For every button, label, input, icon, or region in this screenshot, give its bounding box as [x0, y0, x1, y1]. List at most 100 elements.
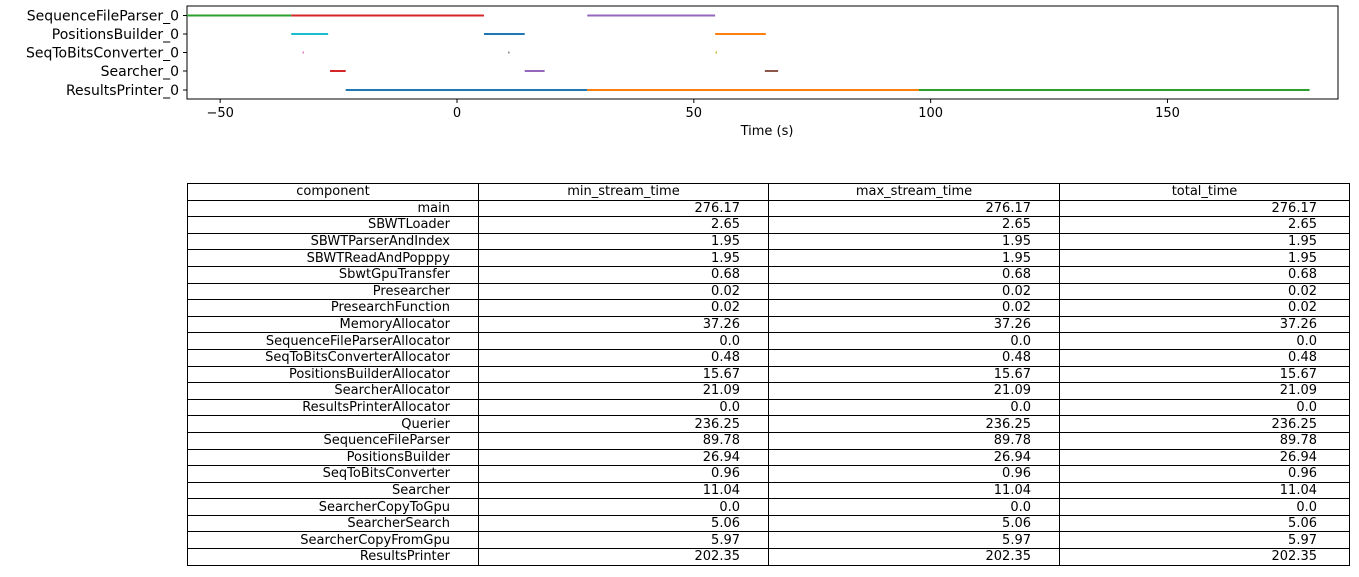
max-stream-time-cell: 202.35	[768, 548, 1060, 566]
total-time-cell: 0.02	[1059, 282, 1350, 301]
table-row: SeqToBitsConverterAllocator 0.48 0.48 0.48	[187, 348, 1350, 367]
max-stream-time-cell: 37.26	[768, 315, 1060, 334]
table-row: SequenceFileParserAllocator 0.0 0.0 0.0	[187, 332, 1350, 350]
table-row: ResultsPrinterAllocator 0.0 0.0 0.0	[187, 398, 1350, 417]
component-cell: SequenceFileParser	[187, 431, 479, 450]
component-cell: main	[187, 199, 479, 218]
column-header-max-stream-time: max_stream_time	[768, 183, 1060, 201]
table-row: ResultsPrinter 202.35 202.35 202.35	[187, 548, 1350, 566]
max-stream-time-cell: 0.0	[768, 498, 1060, 516]
component-cell: SearcherCopyToGpu	[187, 498, 479, 516]
max-stream-time-cell: 1.95	[768, 232, 1060, 251]
table-row: SearcherAllocator 21.09 21.09 21.09	[187, 382, 1350, 400]
component-cell: SequenceFileParserAllocator	[187, 332, 479, 350]
min-stream-time-cell: 37.26	[478, 315, 769, 334]
component-cell: SearcherCopyFromGpu	[187, 531, 479, 550]
table-row: MemoryAllocator 37.26 37.26 37.26	[187, 315, 1350, 334]
component-cell: Querier	[187, 415, 479, 433]
max-stream-time-cell: 1.95	[768, 249, 1060, 267]
min-stream-time-cell: 202.35	[478, 548, 769, 566]
component-cell: Presearcher	[187, 282, 479, 301]
min-stream-time-cell: 2.65	[478, 216, 769, 234]
min-stream-time-cell: 276.17	[478, 199, 769, 218]
timing-table: component min_stream_time max_stream_tim…	[187, 183, 1350, 566]
table-row: SeqToBitsConverter 0.96 0.96 0.96	[187, 465, 1350, 483]
component-cell: PresearchFunction	[187, 299, 479, 317]
max-stream-time-cell: 0.48	[768, 348, 1060, 367]
component-cell: SBWTReadAndPopppy	[187, 249, 479, 267]
column-header-min-stream-time: min_stream_time	[478, 183, 769, 201]
table-row: Querier 236.25 236.25 236.25	[187, 415, 1350, 433]
min-stream-time-cell: 0.0	[478, 398, 769, 417]
component-cell: SearcherAllocator	[187, 382, 479, 400]
max-stream-time-cell: 0.02	[768, 299, 1060, 317]
column-header-component: component	[187, 183, 479, 201]
max-stream-time-cell: 5.97	[768, 531, 1060, 550]
component-cell: SeqToBitsConverterAllocator	[187, 348, 479, 367]
min-stream-time-cell: 0.96	[478, 465, 769, 483]
total-time-cell: 21.09	[1059, 382, 1350, 400]
total-time-cell: 5.97	[1059, 531, 1350, 550]
row-label: PositionsBuilder_0	[52, 27, 179, 43]
x-tick-label: 150	[1155, 106, 1180, 121]
total-time-cell: 1.95	[1059, 249, 1350, 267]
min-stream-time-cell: 21.09	[478, 382, 769, 400]
total-time-cell: 26.94	[1059, 448, 1350, 467]
min-stream-time-cell: 89.78	[478, 431, 769, 450]
total-time-cell: 0.68	[1059, 265, 1350, 284]
table-row: SBWTParserAndIndex 1.95 1.95 1.95	[187, 232, 1350, 251]
table-header-row: component min_stream_time max_stream_tim…	[187, 183, 1350, 201]
min-stream-time-cell: 1.95	[478, 249, 769, 267]
total-time-cell: 2.65	[1059, 216, 1350, 234]
row-label: Searcher_0	[101, 64, 179, 80]
table-row: SequenceFileParser 89.78 89.78 89.78	[187, 431, 1350, 450]
total-time-cell: 0.48	[1059, 348, 1350, 367]
row-label: SeqToBitsConverter_0	[26, 46, 179, 62]
total-time-cell: 0.0	[1059, 498, 1350, 516]
table-body: main 276.17 276.17 276.17 SBWTLoader 2.65 2.65…	[187, 199, 1350, 566]
max-stream-time-cell: 236.25	[768, 415, 1060, 433]
total-time-cell: 236.25	[1059, 415, 1350, 433]
total-time-cell: 0.0	[1059, 332, 1350, 350]
component-cell: PositionsBuilder	[187, 448, 479, 467]
min-stream-time-cell: 0.68	[478, 265, 769, 284]
min-stream-time-cell: 5.97	[478, 531, 769, 550]
max-stream-time-cell: 0.0	[768, 398, 1060, 417]
component-cell: SbwtGpuTransfer	[187, 265, 479, 284]
max-stream-time-cell: 89.78	[768, 431, 1060, 450]
max-stream-time-cell: 26.94	[768, 448, 1060, 467]
component-cell: SearcherSearch	[187, 514, 479, 533]
max-stream-time-cell: 2.65	[768, 216, 1060, 234]
max-stream-time-cell: 0.0	[768, 332, 1060, 350]
table-row: main 276.17 276.17 276.17	[187, 199, 1350, 218]
x-axis-label: Time (s)	[740, 124, 794, 139]
min-stream-time-cell: 15.67	[478, 365, 769, 384]
plot-area-frame	[186, 5, 1339, 100]
max-stream-time-cell: 21.09	[768, 382, 1060, 400]
min-stream-time-cell: 11.04	[478, 481, 769, 500]
table-row: SBWTLoader 2.65 2.65 2.65	[187, 216, 1350, 234]
table-row: SbwtGpuTransfer 0.68 0.68 0.68	[187, 265, 1350, 284]
total-time-cell: 37.26	[1059, 315, 1350, 334]
component-cell: SBWTParserAndIndex	[187, 232, 479, 251]
total-time-cell: 5.06	[1059, 514, 1350, 533]
max-stream-time-cell: 276.17	[768, 199, 1060, 218]
x-axis: −50 0 50 100 150	[206, 99, 1180, 121]
min-stream-time-cell: 0.48	[478, 348, 769, 367]
table-row: PresearchFunction 0.02 0.02 0.02	[187, 299, 1350, 317]
x-tick-label: 100	[918, 106, 943, 121]
min-stream-time-cell: 236.25	[478, 415, 769, 433]
y-axis: SequenceFileParser_0 PositionsBuilder_0 Se…	[26, 9, 187, 99]
component-cell: MemoryAllocator	[187, 315, 479, 334]
table-row: PositionsBuilderAllocator 15.67 15.67 15.67	[187, 365, 1350, 384]
x-tick-label: −50	[206, 106, 233, 121]
min-stream-time-cell: 0.0	[478, 498, 769, 516]
max-stream-time-cell: 15.67	[768, 365, 1060, 384]
timeline-segments	[187, 14, 1310, 91]
total-time-cell: 0.02	[1059, 299, 1350, 317]
table-row: SearcherCopyFromGpu 5.97 5.97 5.97	[187, 531, 1350, 550]
min-stream-time-cell: 0.0	[478, 332, 769, 350]
timeline-chart: SequenceFileParser_0 PositionsBuilder_0 Se…	[26, 5, 1339, 139]
min-stream-time-cell: 0.02	[478, 282, 769, 301]
total-time-cell: 0.0	[1059, 398, 1350, 417]
